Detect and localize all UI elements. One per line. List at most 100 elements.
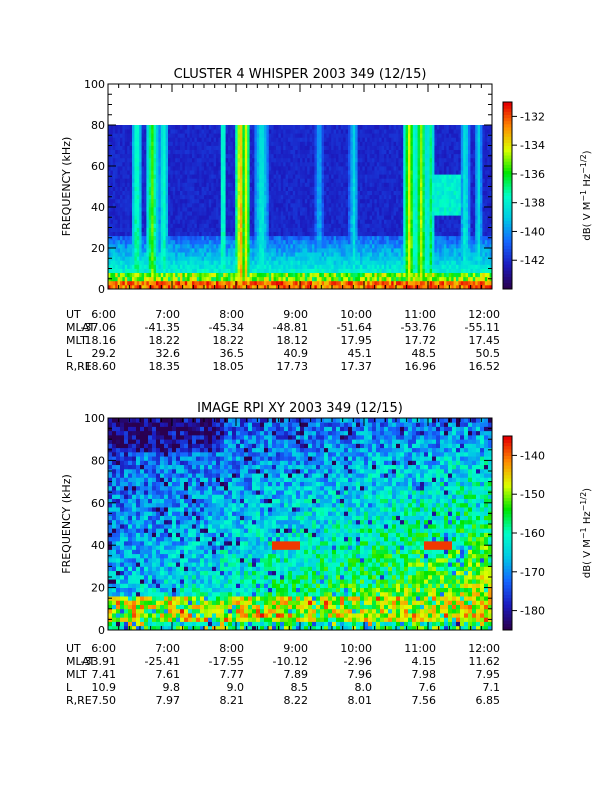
spectrogram-cell [139,202,142,208]
spectrogram-cell [218,239,222,245]
spectrogram-cell [204,137,207,142]
spectrogram-cell [110,268,114,273]
spectrogram-cell [228,198,231,204]
spectrogram-cell [194,227,198,232]
spectrogram-cell [216,145,219,150]
spectrogram-cell [348,133,351,138]
spectrogram-cell [280,129,284,134]
spectrogram-cell [364,161,368,167]
spectrogram-cell [290,272,294,278]
spectrogram-cell [405,243,409,249]
spectrogram-cell [124,227,128,232]
spectrogram-cell [122,248,126,253]
spectrogram-cell [187,166,190,171]
spectrogram-cell [396,235,399,241]
spectrogram-cell [388,280,392,286]
spectrogram-cell [196,264,200,269]
spectrogram-cell [199,186,202,191]
spectrogram-cell [177,157,181,163]
spectrogram-cell [256,219,260,224]
spectrogram-cell [321,284,325,290]
spectrogram-cell [223,125,226,130]
spectrogram-cell [156,223,159,228]
spectrogram-cell [357,133,361,138]
spectrogram-cell [151,145,154,150]
spectrogram-cell [338,280,342,286]
spectrogram-cell [398,268,402,273]
spectrogram-cell [172,235,176,241]
spectrogram-cell [376,223,380,228]
spectrogram-cell [261,284,265,290]
spectrogram-cell [338,133,342,138]
spectrogram-cell [153,227,157,232]
spectrogram-cell [398,272,402,278]
spectrogram-cell [172,149,176,155]
spectrogram-cell [338,284,342,290]
spectrogram-cell [256,194,260,200]
spectrogram-cell [352,194,356,200]
spectrogram-cell [182,178,186,183]
spectrogram-cell [386,137,390,142]
spectrogram-cell [232,280,236,286]
spectrogram-cell [151,166,154,171]
spectrogram-cell [355,190,358,196]
spectrogram-cell [180,149,183,155]
spectrogram-cell [127,207,130,212]
spectrogram-cell [151,235,154,241]
spectrogram-cell [400,153,404,159]
spectrogram-cell [336,125,339,130]
spectrogram-cell [336,202,339,208]
spectrogram-cell [120,207,123,212]
spectrogram-cell [376,125,380,130]
spectrogram-cell [338,211,342,216]
spectrogram-cell [247,227,250,232]
spectrogram-cell [369,202,373,208]
spectrogram-cell [309,211,313,216]
spectrogram-cell [340,186,344,191]
spectrogram-cell [357,260,361,265]
spectrogram-cell [206,268,210,273]
spectrogram-cell [340,227,344,232]
spectrogram-cell [268,153,272,159]
spectrogram-cell [357,186,361,191]
spectrogram-cell [148,178,152,183]
spectrogram-cell [211,215,214,220]
spectrogram-cell [388,129,392,134]
spectrogram-cell [232,129,236,134]
spectrogram-cell [328,248,332,253]
spectrogram-cell [132,202,135,208]
spectrogram-cell [136,166,140,171]
spectrogram-cell [134,239,138,245]
spectrogram-cell [307,182,310,187]
spectrogram-cell [194,219,198,224]
spectrogram-cell [331,145,334,150]
spectrogram-cell [300,157,303,163]
spectrogram-cell [405,145,409,150]
spectrogram-cell [228,149,231,155]
spectrogram-cell [398,219,402,224]
spectrogram-cell [276,239,279,245]
spectrogram-cell [117,157,121,163]
spectrogram-cell [156,272,159,278]
spectrogram-cell [386,190,390,196]
spectrogram-cell [199,190,202,196]
spectrogram-cell [175,252,178,257]
spectrogram-cell [168,141,171,146]
spectrogram-cell [160,207,164,212]
spectrogram-cell [276,157,279,163]
spectrogram-cell [247,153,250,159]
spectrogram-cell [122,284,126,290]
spectrogram-cell [244,174,248,179]
spectrogram-cell [213,153,217,159]
spectrogram-cell [177,145,181,150]
spectrogram-cell [122,161,126,167]
spectrogram-cell [348,219,351,224]
spectrogram-cell [146,125,150,130]
spectrogram-cell [273,243,277,249]
spectrogram-cell [218,248,222,253]
spectrogram-cell [136,280,140,286]
spectrogram-cell [151,207,154,212]
spectrogram-cell [112,268,116,273]
spectrogram-cell [180,215,183,220]
spectrogram-cell [160,182,164,187]
